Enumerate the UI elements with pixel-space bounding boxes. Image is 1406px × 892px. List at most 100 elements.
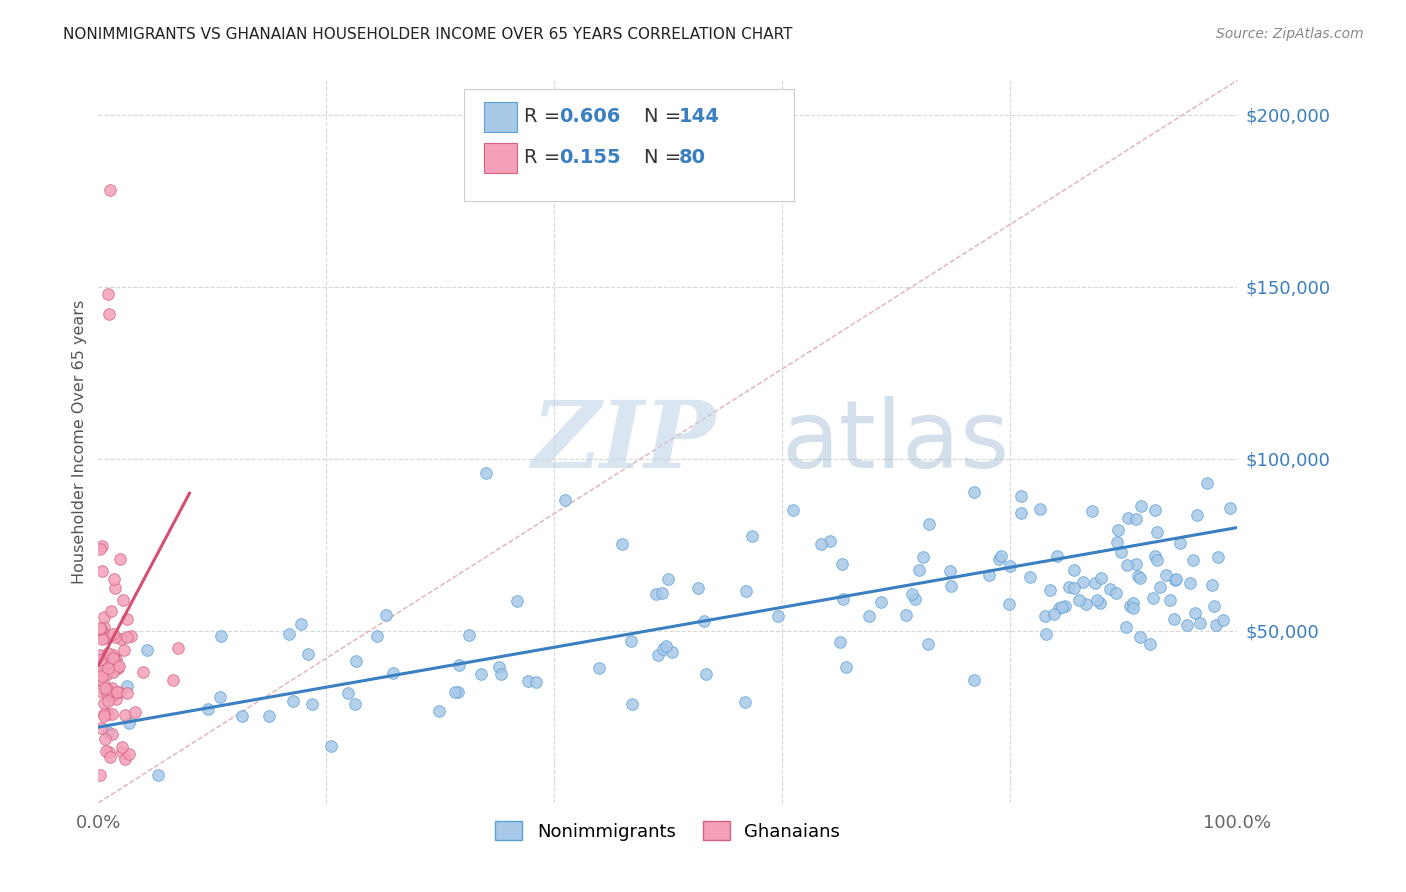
Point	[98, 183, 121, 197]
Point	[524, 675, 547, 690]
Point	[97, 707, 120, 722]
Point	[1122, 600, 1144, 615]
Point	[1195, 475, 1218, 490]
Point	[1159, 593, 1181, 607]
Point	[517, 674, 540, 689]
Point	[1164, 573, 1187, 587]
Point	[103, 665, 125, 679]
Point	[1107, 534, 1129, 549]
Point	[1105, 586, 1128, 600]
Point	[94, 732, 117, 747]
Point	[108, 685, 131, 699]
Point	[896, 607, 918, 622]
Point	[100, 681, 122, 696]
Point	[259, 709, 281, 723]
Point	[101, 688, 124, 702]
Point	[103, 651, 125, 665]
Point	[1182, 553, 1205, 567]
Point	[620, 698, 643, 712]
Point	[114, 708, 136, 723]
Point	[489, 666, 512, 681]
Point	[108, 551, 131, 566]
Point	[651, 586, 673, 600]
Text: ZIP: ZIP	[531, 397, 716, 486]
Point	[1122, 597, 1144, 611]
Point	[1163, 612, 1185, 626]
Point	[1201, 577, 1223, 591]
Point	[93, 631, 115, 645]
Point	[208, 690, 231, 705]
Point	[197, 702, 219, 716]
Point	[93, 610, 115, 624]
Point	[939, 564, 962, 578]
Point	[1010, 506, 1032, 520]
Point	[1146, 524, 1168, 539]
Point	[115, 686, 138, 700]
Point	[870, 595, 893, 609]
Point	[124, 705, 146, 719]
Point	[1115, 620, 1137, 634]
Point	[904, 592, 927, 607]
Point	[98, 750, 121, 764]
Point	[1085, 593, 1108, 607]
Point	[107, 661, 129, 675]
Point	[1057, 580, 1080, 594]
Point	[1046, 549, 1069, 563]
Point	[734, 695, 756, 709]
Point	[1090, 571, 1112, 585]
Point	[1164, 572, 1187, 586]
Text: 144: 144	[679, 107, 720, 127]
Point	[1074, 597, 1097, 611]
Point	[104, 582, 127, 596]
Text: 0.606: 0.606	[560, 107, 621, 127]
Point	[941, 579, 963, 593]
Point	[858, 608, 880, 623]
Point	[118, 715, 141, 730]
Point	[1084, 575, 1107, 590]
Point	[1168, 535, 1191, 549]
Point	[1205, 618, 1227, 632]
Point	[336, 685, 359, 699]
Point	[90, 564, 112, 578]
Point	[96, 744, 118, 758]
Point	[1010, 489, 1032, 503]
Point	[105, 661, 128, 675]
Point	[1129, 571, 1152, 585]
Point	[105, 685, 128, 699]
Point	[1125, 557, 1147, 571]
Point	[117, 747, 139, 761]
Point	[447, 657, 470, 672]
Point	[90, 622, 112, 636]
Point	[810, 537, 832, 551]
Point	[281, 693, 304, 707]
Point	[94, 681, 117, 696]
Point	[91, 664, 114, 678]
Point	[89, 684, 111, 698]
Point	[447, 684, 470, 698]
Point	[104, 630, 127, 644]
Point	[90, 664, 112, 678]
Point	[1099, 582, 1122, 596]
Point	[998, 559, 1021, 574]
Point	[101, 627, 124, 641]
Point	[1175, 618, 1198, 632]
Point	[1107, 523, 1129, 537]
Point	[1053, 599, 1076, 614]
Point	[103, 651, 125, 665]
Point	[136, 642, 159, 657]
Point	[97, 307, 120, 321]
Point	[111, 739, 134, 754]
Point	[101, 652, 124, 666]
Text: NONIMMIGRANTS VS GHANAIAN HOUSEHOLDER INCOME OVER 65 YEARS CORRELATION CHART: NONIMMIGRANTS VS GHANAIAN HOUSEHOLDER IN…	[63, 27, 793, 42]
Point	[104, 652, 127, 666]
Point	[101, 648, 124, 663]
Point	[1212, 613, 1234, 627]
Point	[93, 620, 115, 634]
Point	[382, 665, 405, 680]
Point	[112, 643, 135, 657]
Point	[209, 629, 232, 643]
Point	[1019, 570, 1042, 584]
Point	[89, 768, 111, 782]
Point	[290, 616, 312, 631]
Point	[1146, 553, 1168, 567]
